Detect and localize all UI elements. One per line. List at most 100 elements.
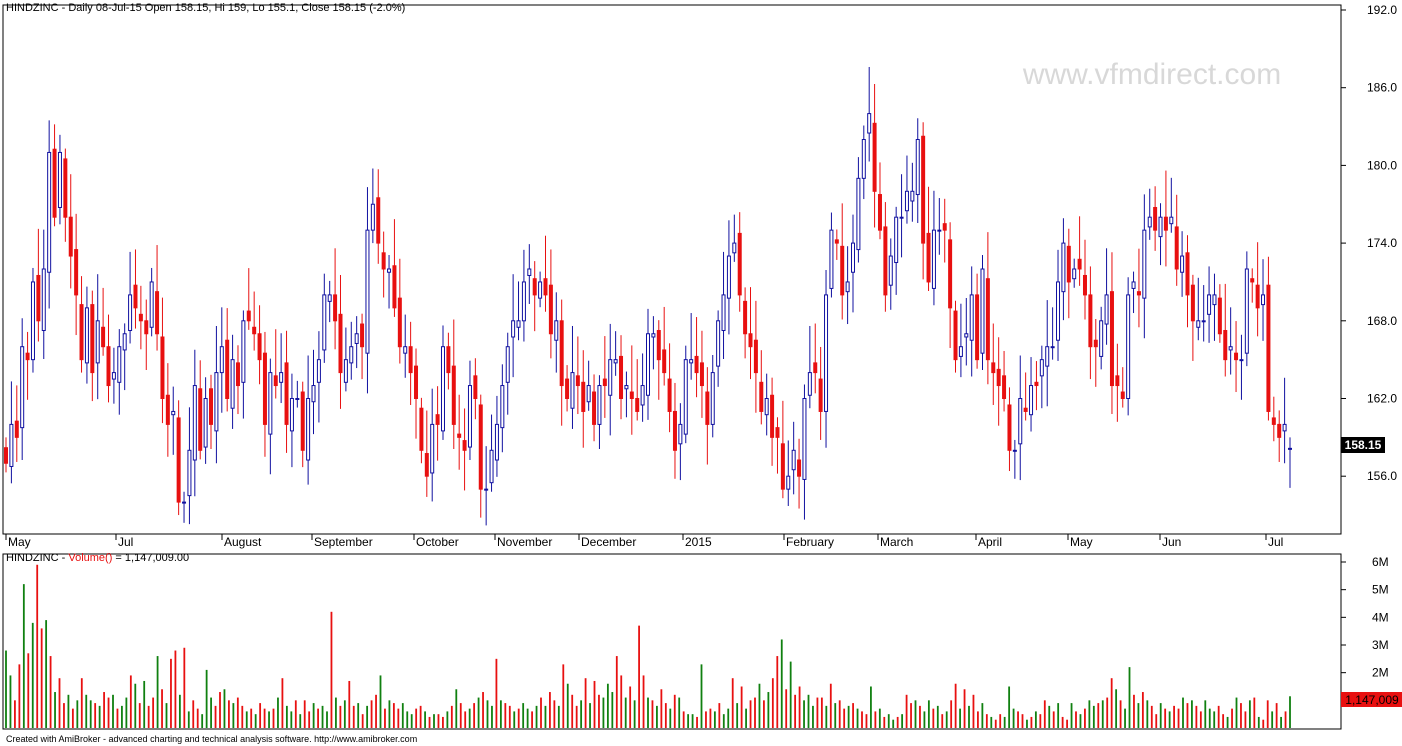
volume-bar bbox=[794, 694, 797, 728]
candle-body bbox=[1169, 216, 1174, 225]
candle-body bbox=[1045, 346, 1050, 367]
volume-bar bbox=[116, 708, 119, 728]
candle-body bbox=[101, 326, 106, 348]
volume-bar bbox=[1182, 697, 1184, 728]
volume-bar bbox=[232, 703, 235, 728]
candle-body bbox=[931, 229, 936, 289]
volume-bar bbox=[290, 711, 293, 728]
candle-body bbox=[1153, 206, 1158, 231]
volume-bar bbox=[575, 705, 578, 728]
volume-bar bbox=[1266, 700, 1269, 728]
candle-body bbox=[985, 278, 990, 361]
volume-bar bbox=[678, 697, 681, 728]
volume-bar bbox=[531, 711, 533, 728]
candle-body bbox=[1223, 330, 1228, 361]
candle-body bbox=[257, 333, 262, 361]
volume-title-sep: - bbox=[59, 552, 69, 564]
candle-body bbox=[726, 255, 731, 299]
volume-bar bbox=[950, 700, 953, 728]
candle-body bbox=[1228, 346, 1233, 351]
candle-body bbox=[991, 362, 996, 374]
volume-bar bbox=[629, 686, 632, 728]
volume-bar bbox=[80, 678, 83, 728]
volume-bar bbox=[1177, 708, 1180, 728]
price-title: HINDZINC - Daily 08-Jul-15 Open 158.15, … bbox=[6, 2, 405, 14]
candle-body bbox=[996, 368, 1001, 387]
price-title-symbol: HINDZINC bbox=[6, 2, 59, 14]
volume-bar bbox=[352, 705, 355, 728]
candle-body bbox=[743, 300, 748, 335]
volume-bar bbox=[1222, 714, 1225, 728]
candle-body bbox=[958, 346, 963, 357]
volume-bar bbox=[1262, 719, 1265, 728]
candle-body bbox=[1056, 281, 1061, 341]
volume-bar bbox=[1052, 711, 1055, 728]
candle-body bbox=[646, 333, 650, 396]
candle-body bbox=[1271, 417, 1276, 425]
candle-body bbox=[311, 385, 316, 403]
volume-bar bbox=[1128, 667, 1131, 728]
volume-panel bbox=[2, 553, 1342, 730]
volume-bar bbox=[268, 711, 270, 728]
candle-body bbox=[262, 352, 267, 425]
volume-bar bbox=[1235, 697, 1238, 728]
volume-bar bbox=[914, 700, 917, 728]
volume-bar bbox=[486, 700, 489, 728]
volume-bar bbox=[201, 714, 204, 728]
volume-bar bbox=[705, 711, 707, 728]
candle-body bbox=[672, 410, 677, 451]
month-label: Jun bbox=[1162, 535, 1181, 549]
candle-body bbox=[1034, 381, 1039, 387]
candle-body bbox=[554, 320, 559, 341]
month-label: May bbox=[1070, 535, 1093, 549]
price-tick-label: 186.0 bbox=[1367, 81, 1397, 95]
volume-bar bbox=[901, 714, 904, 728]
candle-body bbox=[802, 398, 807, 480]
volume-bar bbox=[308, 711, 311, 728]
volume-bar bbox=[847, 705, 850, 728]
volume-bar bbox=[1146, 700, 1149, 728]
volume-bar bbox=[9, 675, 12, 728]
candle-body bbox=[786, 475, 791, 490]
month-label: Jul bbox=[118, 535, 133, 549]
candle-body bbox=[387, 268, 392, 273]
volume-bar bbox=[98, 705, 101, 728]
volume-bar bbox=[968, 705, 970, 728]
volume-bar bbox=[669, 708, 672, 728]
volume-bar bbox=[736, 703, 739, 728]
candle-body bbox=[1115, 375, 1120, 387]
volume-bar bbox=[491, 705, 493, 728]
price-tick-label: 162.0 bbox=[1367, 392, 1397, 406]
volume-bar bbox=[598, 694, 600, 728]
candle-body bbox=[165, 394, 170, 425]
volume-bar bbox=[468, 708, 471, 728]
volume-bar bbox=[731, 678, 734, 728]
volume-bar bbox=[1039, 714, 1042, 728]
volume-bar bbox=[107, 697, 110, 728]
candle-body bbox=[333, 294, 338, 322]
candle-body bbox=[1082, 274, 1087, 296]
volume-bar bbox=[205, 669, 208, 728]
volume-bar bbox=[54, 692, 56, 728]
volume-bar bbox=[455, 689, 458, 728]
volume-bar bbox=[1070, 703, 1073, 728]
volume-bar bbox=[1061, 716, 1064, 728]
candle-body bbox=[338, 313, 343, 374]
month-label: September bbox=[314, 535, 373, 549]
volume-bar bbox=[1048, 705, 1051, 728]
candle-body bbox=[419, 407, 424, 451]
volume-bar bbox=[482, 692, 484, 728]
candle-body bbox=[484, 488, 489, 491]
volume-bar bbox=[673, 694, 676, 728]
price-axis: 192.0 186.0 180.0 174.0 168.0 162.0 156.0 bbox=[1341, 3, 1397, 483]
candle-body bbox=[1136, 291, 1141, 296]
last-volume-label: 1,147,009 bbox=[1345, 693, 1399, 707]
volume-bar bbox=[499, 700, 502, 728]
candle-body bbox=[975, 294, 980, 361]
candle-body bbox=[689, 359, 694, 364]
volume-bar bbox=[241, 705, 244, 728]
volume-bar bbox=[749, 700, 752, 728]
candle-body bbox=[1163, 216, 1168, 231]
volume-bar bbox=[379, 675, 382, 728]
